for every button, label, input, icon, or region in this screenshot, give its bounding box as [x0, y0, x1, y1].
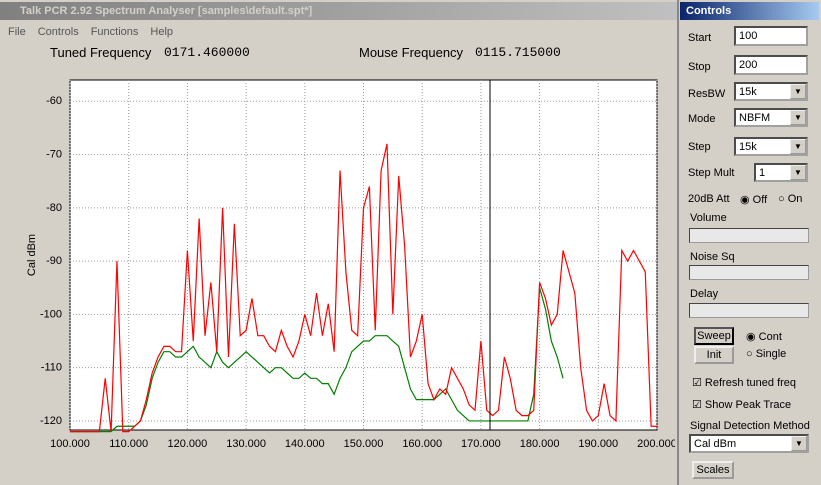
label: Step Mult — [688, 167, 735, 179]
x-tick-label: 180.000 — [520, 438, 560, 450]
y-tick-label: -60 — [46, 95, 62, 107]
label: ResBW — [688, 88, 726, 100]
menu-item[interactable]: File — [8, 26, 26, 38]
controls-window: Controls Start 100 Stop 200 ResBW 15k ▼ M… — [680, 0, 821, 485]
mouse-label: Mouse Frequency — [359, 45, 464, 60]
label: Noise Sq — [690, 251, 735, 263]
restore[interactable] — [599, 4, 613, 16]
label: Mode — [688, 113, 716, 125]
peak-check[interactable]: ☑ Show Peak Trace — [692, 399, 792, 411]
label: Delay — [690, 288, 719, 300]
value: Cal dBm — [694, 438, 737, 450]
menu-item[interactable]: Help — [150, 26, 174, 38]
value: 15k — [739, 86, 757, 98]
label: Signal Detection Method — [690, 420, 810, 432]
noise-slider[interactable] — [689, 265, 809, 280]
series-line — [70, 287, 564, 433]
y-tick-label: -70 — [46, 148, 62, 160]
label: Start — [688, 32, 712, 44]
start-input[interactable]: 100 — [734, 26, 808, 46]
radio-off[interactable]: ◉ Off — [740, 194, 768, 206]
y-tick-label: -100 — [40, 308, 62, 320]
x-tick-label: 110.000 — [109, 438, 148, 450]
menu-item[interactable]: Controls — [37, 26, 79, 38]
y-tick-label: -120 — [40, 415, 62, 427]
text: Refresh tuned freq — [704, 377, 797, 389]
mouse-value: 0115.715000 — [475, 45, 561, 60]
method-select[interactable]: Cal dBm ▼ — [689, 434, 809, 453]
series-line — [70, 143, 657, 433]
x-tick-label: 120.000 — [168, 438, 208, 450]
resbw-select[interactable]: 15k ▼ — [734, 82, 808, 101]
delay-slider[interactable] — [689, 303, 809, 318]
controls-title: Controls — [680, 2, 819, 20]
init-button[interactable]: Init — [694, 346, 734, 364]
label: Stop — [688, 61, 711, 73]
stop-input[interactable]: 200 — [734, 55, 808, 75]
mode-select[interactable]: NBFM ▼ — [734, 108, 808, 127]
text: Off — [752, 194, 768, 206]
stepmult-select[interactable]: 1 ▼ — [754, 163, 808, 182]
value: NBFM — [739, 112, 771, 124]
title-bar: Talk PCR 2.92 Spectrum Analyser [samples… — [0, 2, 677, 20]
tuned-label: Tuned Frequency — [50, 45, 152, 60]
y-axis-label: Cal dBm — [26, 234, 38, 276]
label: 20dB Att — [688, 193, 730, 205]
scales-button[interactable]: Scales — [692, 461, 734, 479]
radio-on[interactable]: ○ On — [778, 193, 803, 205]
x-tick-label: 140.000 — [285, 438, 325, 450]
menu-item[interactable]: Functions — [90, 26, 139, 38]
refresh-check[interactable]: ☑ Refresh tuned freq — [692, 377, 797, 389]
y-tick-label: -110 — [41, 362, 62, 374]
window-title: Talk PCR 2.92 Spectrum Analyser [samples… — [20, 5, 313, 17]
volume-slider[interactable] — [689, 228, 809, 243]
step-select[interactable]: 15k ▼ — [734, 137, 808, 156]
radio-single[interactable]: ○ Single — [746, 348, 787, 360]
text: Cont — [758, 331, 782, 343]
label: Volume — [690, 212, 727, 224]
x-tick-label: 160.000 — [402, 438, 442, 450]
x-tick-label: 170.000 — [461, 438, 501, 450]
x-tick-label: 100.000 — [50, 438, 90, 450]
text: On — [787, 193, 803, 205]
main-window: Talk PCR 2.92 Spectrum Analyser [samples… — [0, 0, 679, 485]
value: 15k — [739, 141, 757, 153]
x-tick-label: 130.000 — [226, 438, 266, 450]
y-tick-label: -90 — [46, 255, 62, 267]
text: Show Peak Trace — [704, 399, 792, 411]
x-tick-label: 190.000 — [578, 438, 618, 450]
y-tick-label: -80 — [46, 202, 62, 214]
value: 1 — [759, 167, 766, 179]
tuned-value: 0171.460000 — [164, 45, 250, 60]
text: Single — [755, 348, 787, 360]
x-tick-label: 200.000 — [637, 438, 675, 450]
spectrum-chart[interactable]: -60 -70 -80 -90 -100 -110 -120 100.000 110.000 12… — [0, 60, 675, 480]
menu-bar: File Controls Functions Help — [8, 24, 185, 40]
sweep-button[interactable]: Sweep — [694, 327, 734, 345]
x-tick-label: 150.000 — [344, 438, 384, 450]
label: Step — [688, 141, 711, 153]
radio-cont[interactable]: ◉ Cont — [746, 331, 782, 343]
